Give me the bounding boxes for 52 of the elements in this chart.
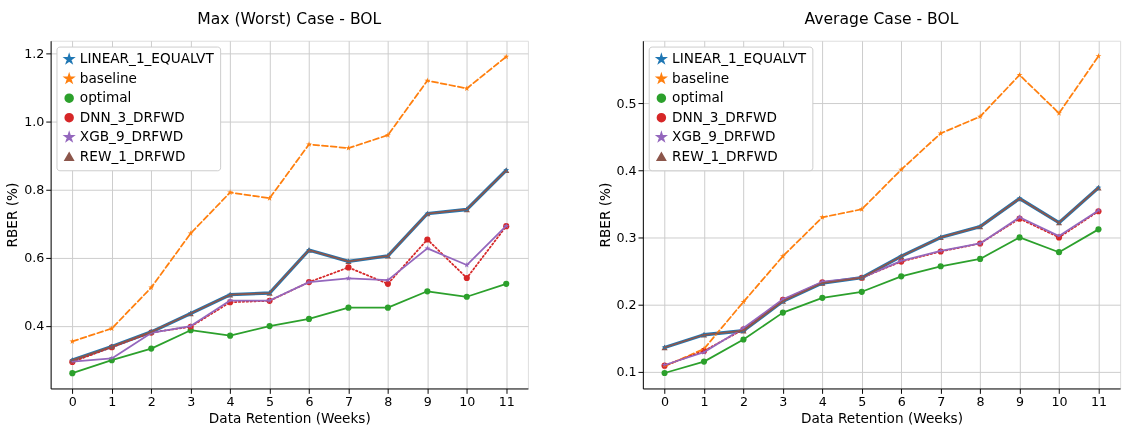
y-tick-label: 0.4 xyxy=(24,318,45,334)
chart-title: Average Case - BOL xyxy=(804,10,959,29)
chart-title: Max (Worst) Case - BOL xyxy=(197,10,382,29)
x-tick-label: 2 xyxy=(739,393,748,409)
x-tick-label: 1 xyxy=(108,393,117,409)
x-tick-label: 10 xyxy=(459,393,476,409)
x-tick-label: 5 xyxy=(858,393,867,409)
x-tick-label: 2 xyxy=(147,393,156,409)
y-axis-title: RBER (%) xyxy=(4,182,21,248)
x-tick-label: 0 xyxy=(68,393,77,409)
legend-label: baseline xyxy=(79,69,137,86)
x-tick-label: 6 xyxy=(897,393,906,409)
legend-label: LINEAR_1_EQUALVT xyxy=(672,50,807,67)
legend-label: optimal xyxy=(672,89,724,106)
x-axis-title: Data Retention (Weeks) xyxy=(801,410,963,427)
x-tick-label: 10 xyxy=(1051,393,1068,409)
x-tick-label: 3 xyxy=(187,393,196,409)
y-tick-label: 0.8 xyxy=(24,182,45,198)
x-tick-label: 6 xyxy=(305,393,314,409)
x-axis-title: Data Retention (Weeks) xyxy=(208,410,371,427)
x-tick-label: 9 xyxy=(1016,393,1025,409)
x-tick-label: 7 xyxy=(344,393,353,409)
legend-label: LINEAR_1_EQUALVT xyxy=(79,50,215,67)
x-tick-label: 9 xyxy=(423,393,432,409)
y-tick-label: 0.2 xyxy=(616,296,637,312)
legend-label: REW_1_DRFWD xyxy=(79,147,186,164)
x-tick-label: 0 xyxy=(661,393,670,409)
x-tick-label: 11 xyxy=(1090,393,1107,409)
y-tick-label: 0.1 xyxy=(616,364,637,380)
x-tick-label: 4 xyxy=(818,393,827,409)
legend-label: DNN_3_DRFWD xyxy=(672,108,778,125)
legend-label: DNN_3_DRFWD xyxy=(79,108,185,125)
legend-label: baseline xyxy=(672,69,730,86)
y-tick-label: 1.0 xyxy=(24,113,45,129)
legend-label: REW_1_DRFWD xyxy=(672,147,778,164)
y-tick-label: 0.5 xyxy=(616,95,637,111)
legend-label: XGB_9_DRFWD xyxy=(672,128,776,145)
x-tick-label: 7 xyxy=(937,393,946,409)
y-tick-label: 0.6 xyxy=(24,250,45,266)
legend-label: optimal xyxy=(79,89,132,106)
x-tick-label: 3 xyxy=(779,393,788,409)
x-tick-label: 11 xyxy=(498,393,515,409)
x-tick-label: 4 xyxy=(226,393,235,409)
x-tick-label: 1 xyxy=(700,393,709,409)
legend-label: XGB_9_DRFWD xyxy=(79,128,184,145)
x-tick-label: 8 xyxy=(384,393,393,409)
y-tick-label: 1.2 xyxy=(24,45,45,61)
y-tick-label: 0.3 xyxy=(616,229,637,245)
y-axis-title: RBER (%) xyxy=(596,182,613,248)
y-tick-label: 0.4 xyxy=(616,162,637,178)
x-tick-label: 5 xyxy=(266,393,275,409)
x-tick-label: 8 xyxy=(976,393,985,409)
